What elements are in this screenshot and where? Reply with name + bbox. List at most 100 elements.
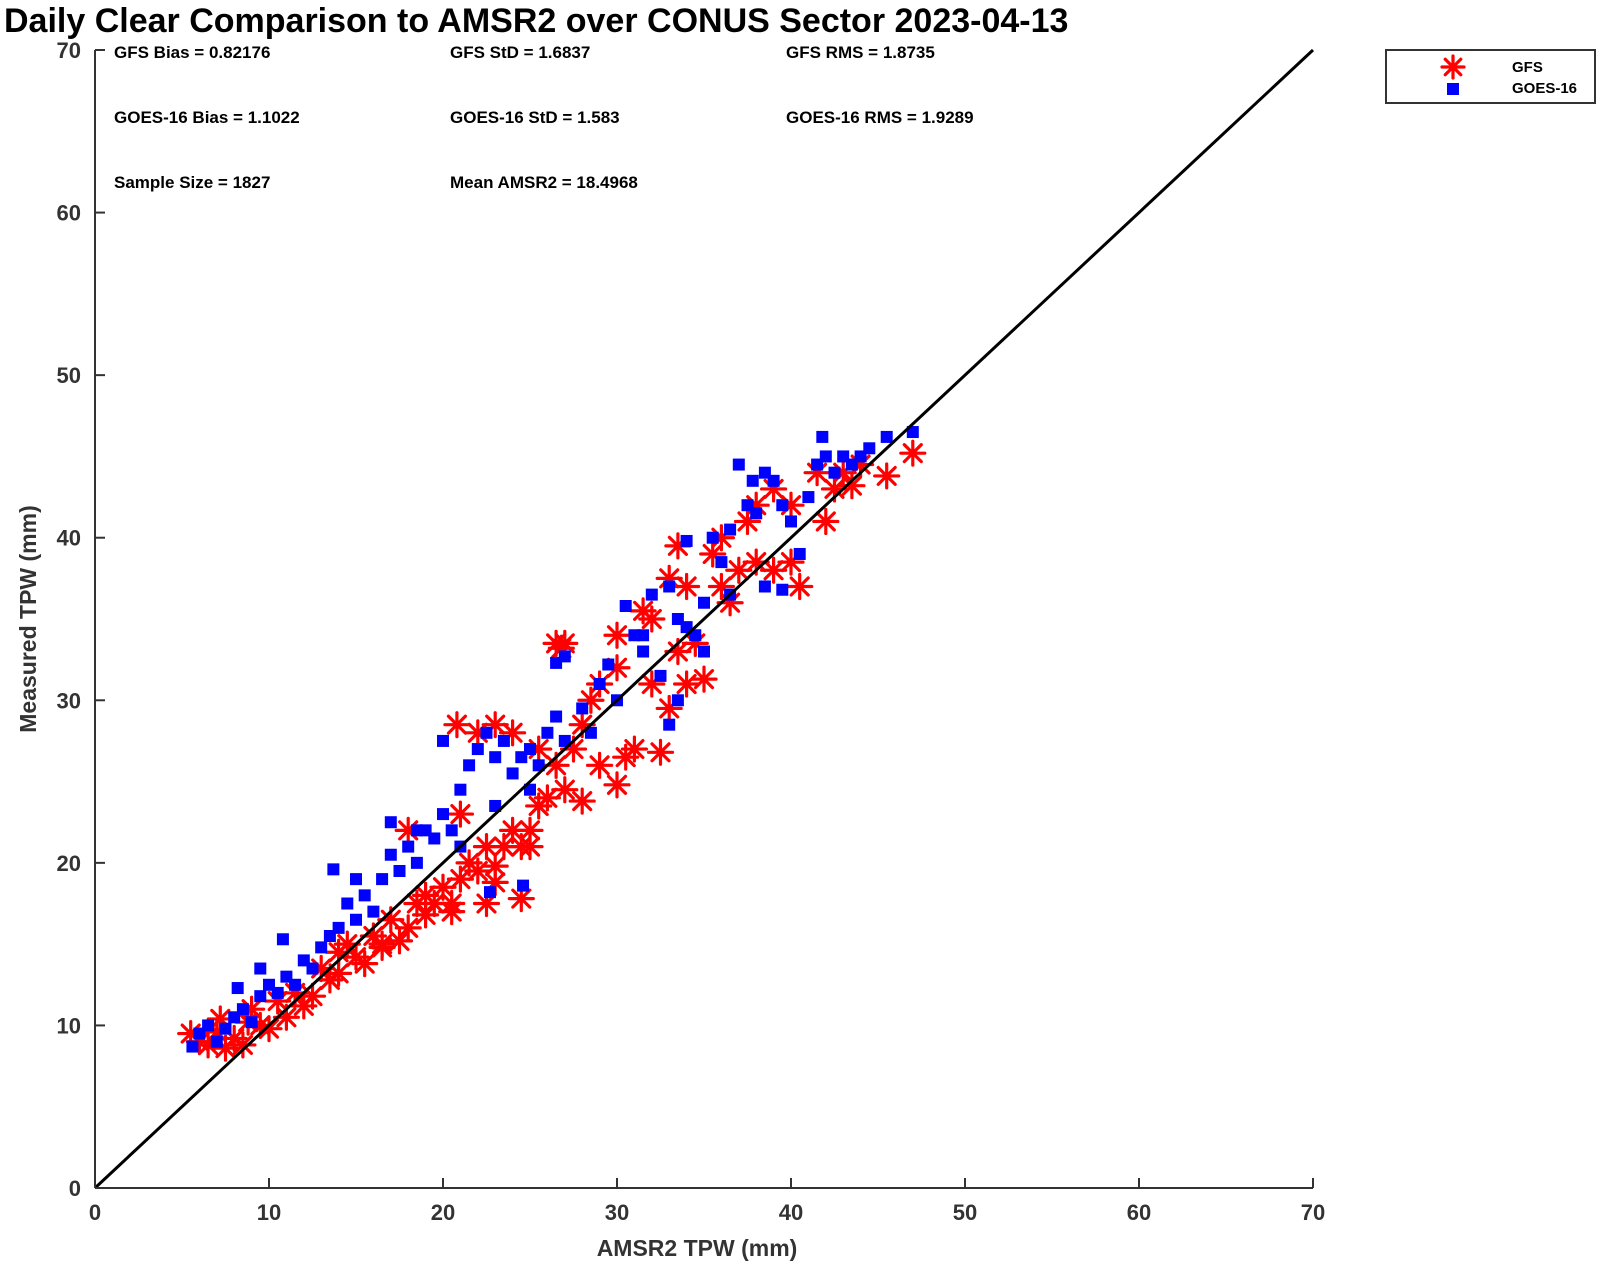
goes16-point [802, 491, 815, 504]
goes-bias-annotation: GOES-16 Bias = 1.1022 [114, 108, 300, 127]
goes-rms-annotation: GOES-16 RMS = 1.9289 [786, 108, 974, 127]
goes16-point [350, 873, 362, 886]
goes16-point [428, 832, 441, 845]
legend-goes16-marker [1447, 83, 1459, 95]
goes16-point [558, 734, 571, 747]
x-tick-label: 50 [953, 1200, 977, 1225]
gfs-point [620, 735, 649, 763]
goes16-point [315, 941, 328, 954]
goes16-point [437, 734, 449, 747]
goes16-point [576, 702, 589, 715]
goes16-point [758, 580, 771, 593]
one-to-one-line [93, 48, 1315, 1190]
goes16-point [480, 726, 493, 739]
goes16-point [236, 1003, 249, 1016]
gfs-point [385, 927, 414, 955]
goes16-point [671, 694, 684, 707]
goes16-point [254, 962, 267, 975]
gfs-point [629, 597, 657, 625]
x-axis-label: AMSR2 TPW (mm) [597, 1235, 798, 1261]
goes16-point [445, 824, 458, 837]
goes16-point [384, 816, 397, 829]
legend-goes16-square [1447, 83, 1459, 95]
x-tick-label: 20 [431, 1200, 455, 1225]
goes16-point [463, 759, 476, 772]
y-tick-label: 60 [57, 201, 81, 226]
gfs-point [551, 776, 579, 804]
goes16-point [880, 430, 893, 443]
gfs-point [603, 621, 631, 649]
goes16-point [517, 879, 530, 892]
legend-item-gfs: GFS [1440, 54, 1543, 80]
gfs-point [446, 800, 474, 828]
goes16-point [367, 905, 380, 918]
goes16-point [276, 933, 289, 946]
gfs-point [464, 857, 492, 885]
y-tick-label: 40 [57, 526, 81, 551]
goes16-point [489, 751, 502, 764]
goes16-point [541, 726, 554, 739]
x-tick-label: 0 [89, 1200, 101, 1225]
goes16-point [376, 873, 389, 886]
chart-title: Daily Clear Comparison to AMSR2 over CON… [4, 2, 1068, 40]
sample-size-annotation: Sample Size = 1827 [114, 173, 270, 192]
gfs-point [646, 738, 675, 766]
goes16-point [793, 547, 806, 560]
gfs-point [394, 914, 422, 942]
gfs-point [229, 1031, 257, 1059]
gfs-point [672, 670, 701, 698]
gfs-point [568, 787, 596, 815]
gfs-point [542, 751, 570, 779]
goes16-point [750, 507, 763, 520]
x-tick-label: 10 [257, 1200, 281, 1225]
gfs-rms-annotation: GFS RMS = 1.8735 [786, 43, 935, 62]
goes16-point [698, 645, 710, 658]
goes16-point [454, 783, 467, 796]
y-tick-label: 10 [57, 1013, 81, 1038]
goes16-point [689, 629, 702, 642]
goes16-point [602, 658, 615, 671]
goes16-point [816, 430, 829, 443]
gfs-point [725, 556, 753, 584]
goes16-point [524, 743, 536, 756]
gfs-point [443, 711, 471, 739]
legend-gfs-label: GFS [1512, 59, 1543, 76]
legend-gfs-marker [1440, 54, 1466, 80]
mean-amsr2-annotation: Mean AMSR2 = 18.4968 [450, 173, 638, 192]
goes-std-annotation: GOES-16 StD = 1.583 [450, 108, 620, 127]
goes16-point [654, 669, 667, 682]
x-tick-label: 70 [1301, 1200, 1325, 1225]
goes16-point [350, 913, 362, 926]
goes16-point [863, 442, 876, 455]
goes16-point [906, 426, 919, 439]
y-tick-label: 30 [57, 688, 81, 713]
goes16-point [724, 523, 737, 536]
plot-area: 0 10 20 30 40 50 60 70 0 10 20 30 40 50 60 70 [57, 38, 1326, 1225]
goes16-point [332, 921, 345, 934]
gfs-point [368, 930, 396, 958]
goes16-point [776, 583, 789, 596]
goes16-point [410, 824, 423, 837]
points-layer [177, 426, 927, 1062]
goes16-point [746, 474, 759, 487]
series-goes16 [186, 426, 919, 1053]
goes16-point [785, 515, 797, 528]
statistics-annotations: GFS Bias = 0.82176 GFS StD = 1.6837 GFS … [114, 43, 974, 192]
goes16-point [593, 678, 606, 691]
legend: GFS GOES-16 [1385, 49, 1596, 104]
goes16-point [219, 1022, 232, 1035]
gfs-bias-annotation: GFS Bias = 0.82176 [114, 43, 270, 62]
goes16-point [202, 1019, 215, 1032]
goes16-point [698, 596, 710, 609]
goes16-point [619, 599, 632, 612]
goes16-point [289, 978, 302, 991]
goes16-point [637, 629, 650, 642]
gfs-std-annotation: GFS StD = 1.6837 [450, 43, 590, 62]
legend-gfs-asterisk [1440, 54, 1466, 80]
goes16-point [819, 450, 832, 463]
gfs-point [786, 572, 814, 601]
x-tick-label: 40 [779, 1200, 803, 1225]
goes16-point [663, 580, 676, 593]
goes16-point [680, 534, 693, 547]
